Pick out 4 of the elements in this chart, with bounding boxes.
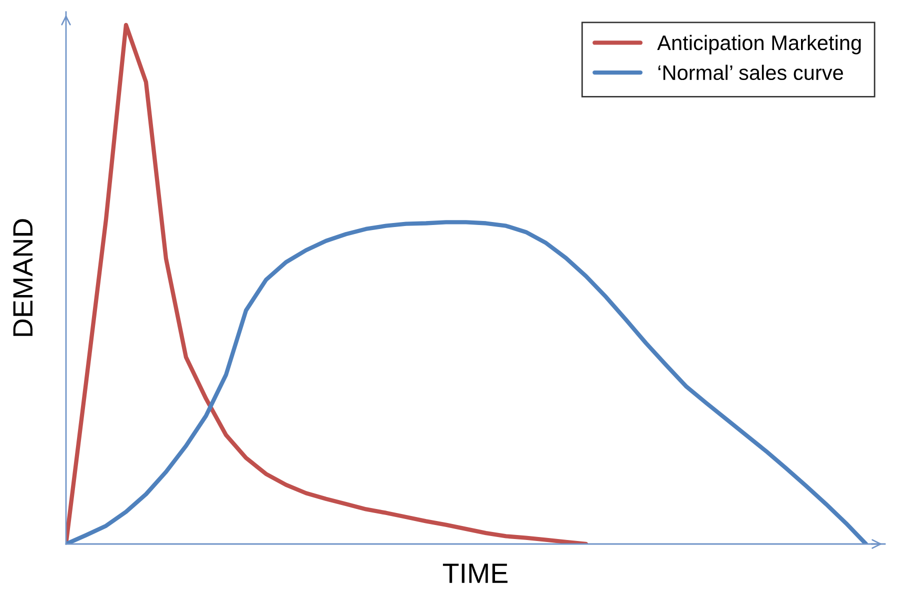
x-axis-title: TIME <box>442 564 508 583</box>
legend-label: Anticipation Marketing <box>657 34 861 54</box>
y-axis-title: DEMAND <box>13 219 32 336</box>
legend-label: ‘Normal’ sales curve <box>658 64 843 80</box>
